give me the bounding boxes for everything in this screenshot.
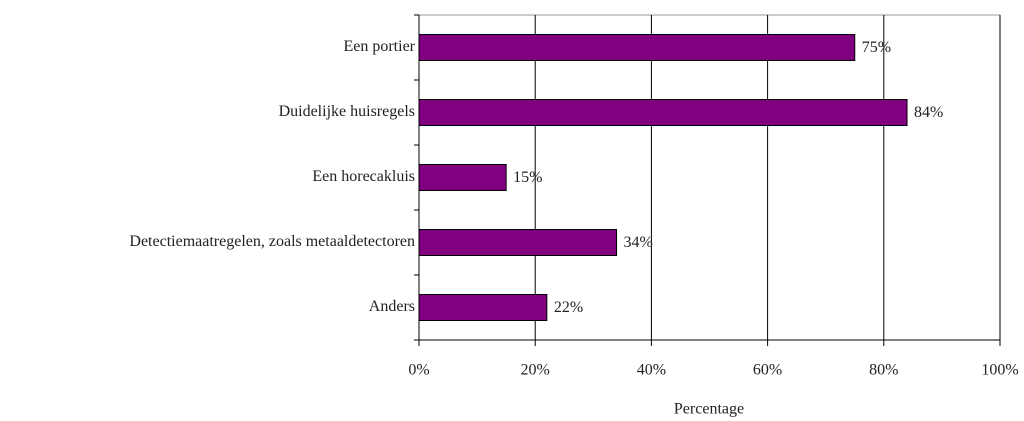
x-axis-label: Percentage [674, 401, 744, 418]
y-tick-label: Een portier [343, 38, 415, 55]
x-tick-label: 0% [408, 362, 429, 379]
bar [418, 294, 548, 321]
bar [418, 164, 507, 191]
x-tick-label: 80% [869, 362, 898, 379]
value-label: 22% [554, 299, 583, 316]
x-tick-label: 60% [753, 362, 782, 379]
y-tick-label: Duidelijke huisregels [279, 103, 415, 120]
y-tick-label: Anders [369, 298, 415, 315]
bar [418, 34, 856, 61]
value-label: 84% [914, 104, 943, 121]
bar [418, 99, 908, 126]
value-label: 34% [624, 234, 653, 251]
value-label: 75% [862, 39, 891, 56]
value-label: 15% [513, 169, 542, 186]
x-tick-label: 100% [981, 362, 1018, 379]
x-tick-label: 20% [521, 362, 550, 379]
bar [418, 229, 618, 256]
y-tick-label: Detectiemaatregelen, zoals metaaldetecto… [129, 233, 415, 250]
x-tick-label: 40% [637, 362, 666, 379]
y-tick-label: Een horecakluis [312, 168, 415, 185]
